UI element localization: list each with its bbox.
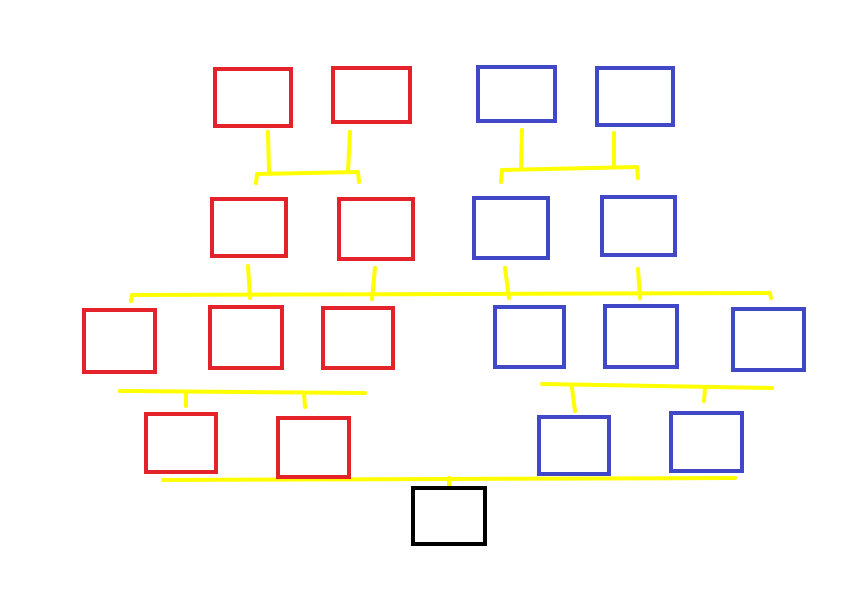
self xyxy=(411,486,487,546)
person-box xyxy=(493,305,566,369)
connector-left-group xyxy=(118,389,367,409)
person-box xyxy=(476,65,557,123)
person-box xyxy=(82,308,157,374)
connectors xyxy=(118,128,774,488)
person-box xyxy=(600,195,677,257)
connector-top-right-pair xyxy=(499,128,640,184)
person-box xyxy=(210,197,288,258)
person-box xyxy=(472,196,550,260)
maternal-side xyxy=(82,66,415,479)
person-box xyxy=(331,66,412,124)
person-box-self xyxy=(411,486,487,546)
connector-top-left-pair xyxy=(254,130,361,185)
person-box xyxy=(213,67,293,128)
person-box xyxy=(669,411,744,473)
person-box xyxy=(276,416,351,479)
connector-generation-2 xyxy=(129,264,773,303)
connector-right-group xyxy=(540,382,774,413)
person-box xyxy=(208,305,284,370)
connector-self xyxy=(161,476,737,488)
person-box xyxy=(321,306,395,370)
person-box xyxy=(144,412,218,474)
person-box xyxy=(603,304,679,369)
person-box xyxy=(537,415,611,476)
paternal-side xyxy=(472,65,806,476)
person-box xyxy=(731,307,806,372)
person-box xyxy=(337,197,415,261)
person-box xyxy=(595,66,675,127)
